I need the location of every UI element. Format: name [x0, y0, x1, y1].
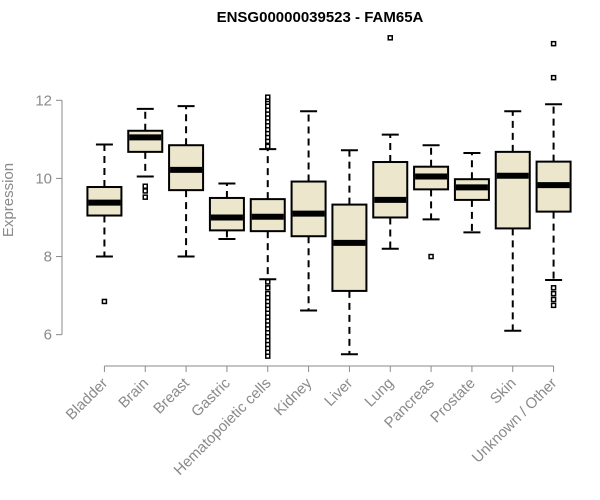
outlier-point [265, 290, 271, 297]
box-group [372, 35, 409, 250]
x-tick-label: Liver [321, 375, 356, 410]
x-tick-label: Prostate [427, 375, 479, 427]
box [127, 129, 164, 153]
outlier-point [550, 40, 557, 47]
box [372, 161, 409, 219]
outlier-point [142, 183, 148, 189]
box-group [453, 152, 490, 234]
x-tick-label: Bladder [63, 375, 112, 424]
y-axis-label: Expression [0, 163, 17, 237]
y-axis: 6 8 10 12 [35, 92, 63, 344]
box-group [413, 144, 450, 260]
box-group [290, 110, 327, 312]
box-group [494, 110, 531, 332]
box-group [249, 94, 286, 359]
outlier-point [142, 188, 148, 194]
box [290, 180, 327, 238]
box-group [535, 40, 572, 309]
x-tick-label: Skin [487, 375, 520, 408]
outlier-point [550, 290, 557, 297]
y-tick-label: 10 [35, 170, 52, 187]
outlier-point [550, 74, 557, 81]
outlier-point [265, 94, 271, 100]
outlier-point [265, 143, 271, 150]
box [208, 196, 245, 232]
outlier-point [101, 298, 108, 305]
outlier-point [550, 302, 557, 309]
x-tick-label: Lung [361, 375, 397, 411]
y-tick-label: 12 [35, 92, 52, 109]
box [331, 203, 368, 292]
y-tick-label: 6 [44, 327, 52, 344]
outlier-point [265, 279, 271, 285]
box-group [208, 182, 245, 240]
x-tick-label: Brain [115, 375, 152, 412]
x-tick-label: Kidney [271, 374, 316, 419]
outlier-point [550, 285, 557, 291]
plot-area [86, 35, 572, 359]
outlier-point [550, 296, 557, 303]
outlier-point [265, 285, 271, 291]
box-group [127, 107, 164, 200]
outlier-point [142, 194, 148, 200]
box-group [86, 143, 123, 305]
chart-title: ENSG00000039523 - FAM65A [217, 9, 424, 26]
x-tick-label: Breast [150, 374, 193, 417]
box-group [331, 149, 368, 356]
outlier-point [387, 35, 393, 41]
outlier-point [428, 253, 434, 260]
y-tick-label: 8 [44, 249, 52, 266]
box-group [168, 105, 205, 258]
box [494, 150, 531, 230]
